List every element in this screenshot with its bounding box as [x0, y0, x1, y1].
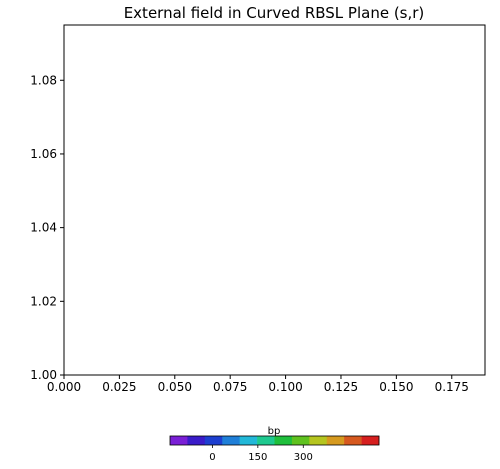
- x-tick-label: 0.125: [324, 380, 358, 394]
- colorbar-tick-label: 300: [294, 452, 313, 463]
- y-axis: 1.00 1.02 1.04 1.06 1.08: [30, 73, 64, 382]
- colorbar-band: [204, 436, 223, 445]
- colorbar-tick-label: 150: [248, 452, 267, 463]
- y-tick-label: 1.08: [30, 73, 57, 87]
- x-tick-label: 0.100: [268, 380, 302, 394]
- colorbar-label: bp: [268, 426, 281, 437]
- x-tick-label: 0.050: [158, 380, 192, 394]
- colorbar-band: [326, 436, 345, 445]
- x-tick-label: 0.175: [435, 380, 469, 394]
- x-tick-label: 0.000: [47, 380, 81, 394]
- colorbar-frame: [169, 435, 380, 446]
- colorbar-band: [170, 436, 188, 445]
- colorbar-ticks: 0 150 300: [209, 445, 313, 463]
- colorbar: bp 0 150 300: [169, 426, 380, 463]
- y-tick-label: 1.06: [30, 147, 57, 161]
- colorbar-bands: [170, 436, 380, 445]
- colorbar-band: [222, 436, 240, 445]
- y-tick-label: 1.00: [30, 368, 57, 382]
- colorbar-band: [309, 436, 328, 445]
- colorbar-band: [257, 436, 275, 445]
- x-axis: 0.000 0.025 0.050 0.075 0.100 0.125 0.150 0.175: [47, 375, 469, 394]
- chart-title: External field in Curved RBSL Plane (s,r…: [124, 4, 425, 22]
- x-tick-label: 0.025: [102, 380, 136, 394]
- colorbar-band: [187, 436, 206, 445]
- x-tick-label: 0.150: [379, 380, 413, 394]
- colorbar-band: [361, 436, 380, 445]
- colorbar-band: [274, 436, 293, 445]
- colorbar-band: [344, 436, 362, 445]
- y-tick-label: 1.04: [30, 221, 57, 235]
- plot-frame: [63, 24, 486, 376]
- y-tick-label: 1.02: [30, 294, 57, 308]
- colorbar-band: [239, 436, 258, 445]
- plot-area: 0.000 0.025 0.050 0.075 0.100 0.125 0.150 0.175…: [30, 24, 486, 394]
- x-tick-label: 0.075: [213, 380, 247, 394]
- colorbar-tick-label: 0: [209, 452, 215, 463]
- colorbar-band: [291, 436, 310, 445]
